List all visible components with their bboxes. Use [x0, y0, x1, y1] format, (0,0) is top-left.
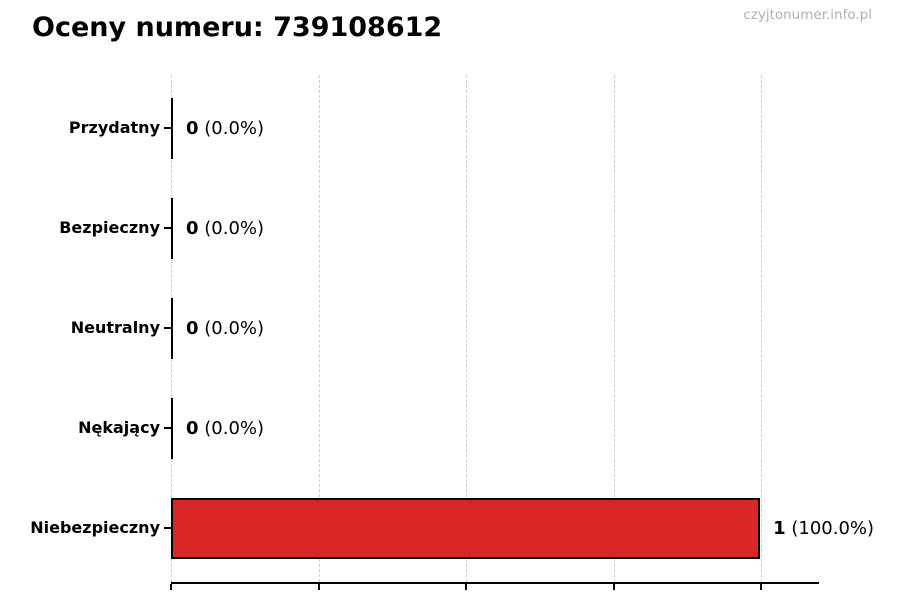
value-percent: (0.0%) [204, 117, 265, 139]
value-percent: (0.0%) [204, 217, 265, 239]
x-axis-tick [465, 584, 467, 590]
gridline [318, 75, 320, 582]
bar-row: 0 (0.0%) [171, 397, 819, 459]
bar-row: 0 (0.0%) [171, 197, 819, 259]
gridline [466, 75, 467, 582]
category-label: Neutralny [70, 318, 160, 337]
category-label: Nękający [78, 418, 160, 437]
value-count: 0 [186, 217, 199, 239]
y-axis-tick [164, 227, 171, 229]
bar-row: 0 (0.0%) [171, 97, 819, 159]
x-axis-tick [760, 584, 762, 590]
category-label: Bezpieczny [59, 218, 160, 237]
y-axis-tick [164, 127, 171, 129]
value-percent: (100.0%) [791, 517, 875, 539]
x-axis-tick [612, 584, 615, 590]
y-axis-tick [164, 327, 171, 329]
bar-przydatny [171, 97, 173, 159]
x-axis-tick [170, 584, 172, 590]
gridline [761, 75, 762, 582]
value-label: 1 (100.0%) [773, 518, 874, 539]
value-count: 0 [186, 317, 199, 339]
plot-area: 0 (0.0%) 0 (0.0%) 0 (0.0%) 0 (0.0%) 1 (1… [170, 75, 874, 590]
value-label: 0 (0.0%) [186, 418, 264, 439]
value-label: 0 (0.0%) [186, 318, 264, 339]
value-count: 0 [186, 417, 199, 439]
bar-row: 0 (0.0%) [171, 297, 819, 359]
x-axis-tick [317, 584, 320, 590]
value-count: 1 [773, 517, 786, 539]
bar-row: 1 (100.0%) [171, 497, 874, 559]
value-percent: (0.0%) [204, 317, 265, 339]
value-label: 0 (0.0%) [186, 118, 264, 139]
x-axis-line [171, 582, 819, 584]
watermark: czyjtonumer.info.pl [743, 7, 872, 23]
value-label: 0 (0.0%) [186, 218, 264, 239]
gridline [613, 75, 615, 582]
chart-title: Oceny numeru: 739108612 [32, 12, 443, 43]
bar-bezpieczny [171, 197, 173, 259]
y-axis-tick [164, 527, 171, 529]
bar-niebezpieczny [171, 497, 761, 559]
bar-nekajacy [171, 397, 173, 459]
bar-neutralny [171, 297, 173, 359]
value-count: 0 [186, 117, 199, 139]
category-label: Niebezpieczny [30, 518, 160, 537]
value-percent: (0.0%) [204, 417, 265, 439]
category-label: Przydatny [68, 118, 160, 137]
y-axis-tick [164, 427, 171, 429]
